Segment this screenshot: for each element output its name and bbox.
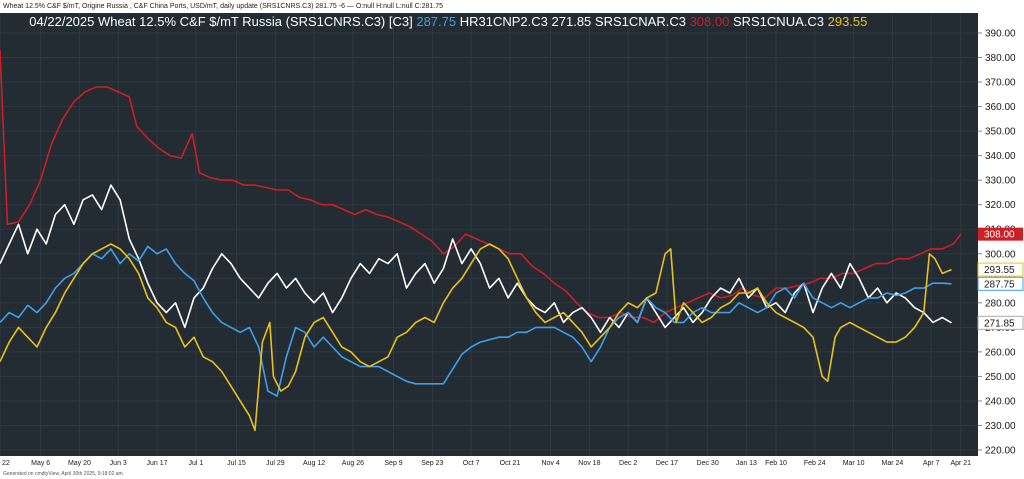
legend-value-srs1cnrs: 287.75 [416,14,456,29]
series-line-srs1cnua-c3 [0,243,952,432]
y-tick-label: 250.00 [985,372,1016,383]
x-tick-label: Jan 13 [736,460,757,467]
x-tick-label: Oct 21 [500,460,521,467]
x-tick-label: May 6 [31,460,50,467]
chart-status-line: Wheat 12.5% C&F $/mT, Origine Russia , C… [0,0,1024,13]
x-tick-label: Jun 17 [147,460,168,467]
y-tick-label: 340.00 [985,151,1016,162]
y-tick-label: 230.00 [985,421,1016,432]
last-value-tag-bg [978,227,1023,241]
y-tick-label: 300.00 [985,249,1016,260]
y-tick-label: 220.00 [985,446,1016,457]
x-tick-label: Nov 4 [541,460,559,467]
x-tick-label: Mar 10 [843,460,865,467]
y-tick-label: 330.00 [985,176,1016,187]
last-value-tags: 308.00 271.85 287.75 293.55 [977,227,1024,330]
last-value-tag-bg [977,276,1024,291]
legend-title: 04/22/2025 Wheat 12.5% C&F $/mT Russia (… [29,14,412,29]
svg-text:04/22/2025 Wheat 12.5% C&F $/m: 04/22/2025 Wheat 12.5% C&F $/mT Russia (… [4,14,885,29]
y-tick-label: 390.00 [985,29,1016,40]
x-tick-label: Apr 7 [923,460,940,467]
legend-value-hr31cnp2: 271.85 [552,14,592,29]
y-axis-panel [978,13,1024,470]
x-tick-label: Dec 30 [697,460,719,467]
series-line-srs1cnrs-c3 [0,245,952,397]
x-tick-label: May 20 [68,460,91,467]
x-tick-label: Feb 24 [804,460,826,467]
y-tick-label: 260.00 [985,347,1016,358]
x-tick-label: Aug 26 [342,460,364,467]
legend-label-srs1cnar: SRS1CNAR.C3 [595,14,686,29]
y-tick-label: 380.00 [985,53,1016,64]
legend-label-srs1cnua: SRS1CNUA.C3 [733,14,824,29]
price-chart[interactable]: 220.00230.00240.00250.00260.00270.00280.… [0,13,1024,470]
x-axis-panel [0,456,978,470]
last-value-tag-bg [977,262,1024,277]
y-tick-label: 350.00 [985,127,1016,138]
y-tick-label: 370.00 [985,78,1016,89]
x-tick-label: Aug 12 [303,460,325,467]
y-tick-label: 240.00 [985,396,1016,407]
plot-area [0,13,978,456]
x-tick-label: Dec 2 [619,460,637,467]
x-tick-label: Oct 7 [463,460,480,467]
x-axis-ticks: 22 May 6 May 20 Jun 3 Jun 17 Jul 1 Jul 15 Jul 2… [2,460,971,467]
x-tick-label: Jul 15 [227,460,246,467]
y-tick-label: 360.00 [985,102,1016,113]
footer-generated-text: Generated on cmdtyView, April 30th 2025,… [0,470,1024,479]
legend-value-srs1cnar: 308.00 [690,14,730,29]
series-group [0,50,962,432]
x-tick-label: Feb 10 [765,460,787,467]
x-tick-label: Sep 9 [384,460,402,467]
x-tick-label: Sep 23 [421,460,443,467]
last-value-tag: 271.85 [984,318,1015,329]
x-tick-label: Dec 17 [656,460,678,467]
grid-lines [0,13,978,456]
legend: 04/22/2025 Wheat 12.5% C&F $/mT Russia (… [4,14,885,29]
last-value-tag-bg [977,315,1024,330]
y-tick-label: 320.00 [985,200,1016,211]
x-tick-label: Jul 29 [266,460,285,467]
x-tick-label: Mar 24 [882,460,904,467]
legend-label-hr31cnp2: HR31CNP2.C3 [460,14,548,29]
x-tick-label: 22 [2,460,10,467]
legend-value-srs1cnua: 293.55 [828,14,868,29]
last-value-tag: 293.55 [984,265,1015,276]
last-value-tag: 287.75 [984,279,1015,290]
x-tick-label: Apr 21 [950,460,971,467]
last-value-tag: 308.00 [984,230,1015,241]
y-tick-label: 280.00 [985,298,1016,309]
x-tick-label: Nov 18 [578,460,600,467]
x-tick-label: Jun 3 [110,460,127,467]
x-tick-label: Jul 1 [188,460,203,467]
